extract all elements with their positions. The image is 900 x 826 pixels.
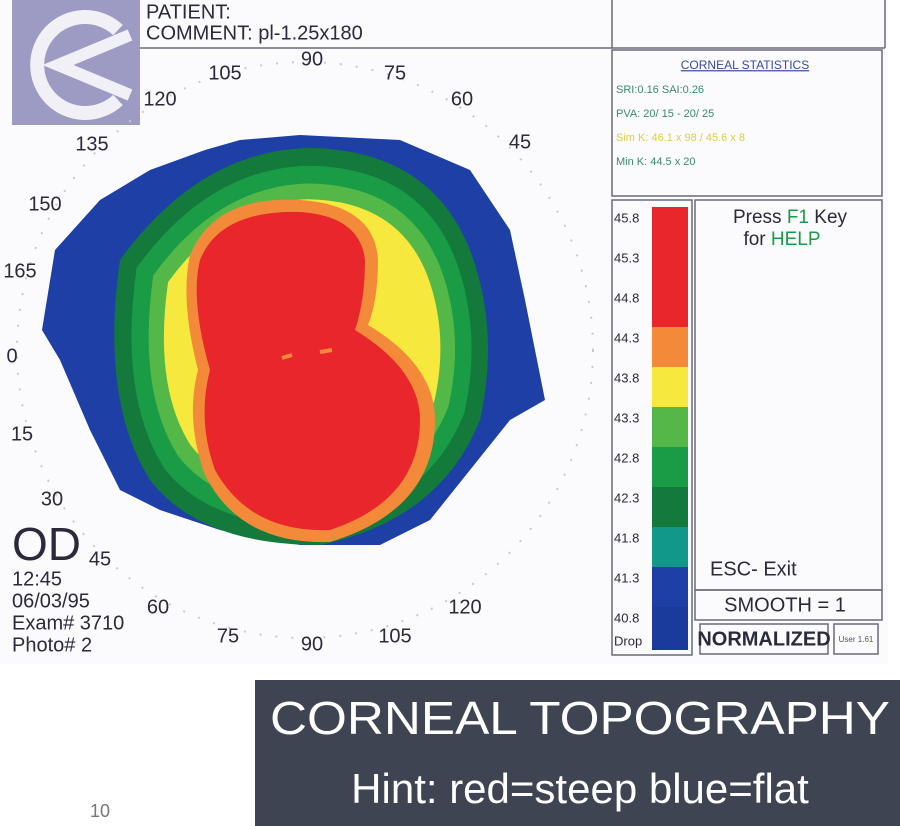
angle-label: 90	[301, 633, 323, 655]
angle-label: 150	[28, 193, 61, 215]
statistics-lines: SRI:0.16 SAI:0.26 PVA: 20/ 15 - 20/ 25 Sim…	[616, 84, 745, 168]
scale-band	[652, 527, 688, 567]
color-scale: 45.8 45.3 44.8 44.3 43.8 43.3 42.8 42.3 41.8 41.3…	[614, 207, 688, 650]
page-number: 10	[90, 801, 110, 821]
angle-label: 60	[451, 88, 473, 110]
help-line-1: Press F1 Key	[733, 207, 848, 228]
angle-label: 120	[448, 596, 481, 618]
statistics-line: Sim K: 46.1 x 98 / 45.6 x 8	[616, 132, 745, 144]
help-line-2: for HELP	[743, 229, 820, 250]
patient: PATIENT:	[146, 1, 231, 23]
caption-title: CORNEAL TOPOGRAPHY	[270, 692, 890, 744]
angle-label: 75	[217, 625, 239, 647]
logo-arrow	[42, 29, 133, 101]
exam-number: Exam# 3710	[12, 612, 124, 634]
scale-label: 42.8	[614, 450, 639, 465]
statistics-line: Min K: 44.5 x 20	[616, 156, 696, 168]
scale-band	[652, 487, 688, 527]
angle-label: 90	[301, 48, 323, 70]
help-key-suffix: Key	[809, 207, 848, 228]
scale-band	[652, 367, 688, 407]
exam-time: 12:45	[12, 568, 62, 590]
scale-label: 40.8	[614, 610, 639, 625]
smooth: SMOOTH = 1	[724, 594, 846, 616]
eye: OD	[12, 518, 81, 570]
scale-band	[652, 327, 688, 367]
help-press: Press	[733, 207, 787, 228]
smooth-box	[694, 589, 883, 621]
angle-labels: 105 90 75 120 60 135 45 150 165 0 15 30 45 60 75 90 105 1…	[3, 48, 531, 655]
scale-label: 45.8	[614, 210, 639, 225]
angle-label: 60	[147, 596, 169, 618]
exam-date: 06/03/95	[12, 590, 90, 612]
scale-drop: Drop	[614, 633, 642, 648]
exit-hint: ESC- Exit	[710, 558, 797, 580]
photo-number: Photo# 2	[12, 634, 92, 656]
statistics-panel	[611, 49, 883, 197]
scale-band	[652, 287, 688, 327]
help-for: for	[743, 229, 770, 250]
comment: COMMENT: pl-1.25x180	[146, 22, 363, 44]
statistics-line: SRI:0.16 SAI:0.26	[616, 84, 704, 96]
statistics-title: CORNEAL STATISTICS	[681, 58, 809, 72]
normalized: NORMALIZED	[697, 628, 830, 650]
angle-label: 30	[41, 488, 63, 510]
scale-label: 44.8	[614, 290, 639, 305]
angle-label: 105	[208, 62, 241, 84]
angle-label: 135	[75, 133, 108, 155]
help-help: HELP	[771, 229, 821, 250]
scale-panel	[611, 199, 693, 656]
scale-label: 43.8	[614, 370, 639, 385]
scale-label: 44.3	[614, 330, 639, 345]
user-box	[833, 623, 879, 655]
angle-label: 120	[143, 88, 176, 110]
user: User 1.61	[839, 635, 874, 644]
statistics-line: PVA: 20/ 15 - 20/ 25	[616, 108, 714, 120]
header-frame	[140, 0, 886, 49]
scale-band	[652, 247, 688, 287]
caption-hint: Hint: red=steep blue=flat	[351, 765, 809, 812]
scale-label: 43.3	[614, 410, 639, 425]
scale-label: 41.3	[614, 570, 639, 585]
angle-label: 75	[384, 62, 406, 84]
scale-band	[652, 407, 688, 447]
scale-band	[652, 567, 688, 607]
angle-label: 0	[6, 345, 17, 367]
help-key: F1	[787, 207, 809, 228]
normalized-box	[699, 623, 829, 655]
scale-band	[652, 607, 688, 650]
angle-label: 105	[378, 625, 411, 647]
center-marks	[281, 348, 333, 360]
scale-label: 45.3	[614, 250, 639, 265]
logo-c	[30, 10, 123, 120]
caption-box	[255, 680, 900, 826]
angle-ring	[16, 61, 594, 639]
scale-band	[652, 447, 688, 487]
scale-label: 42.3	[614, 490, 639, 505]
angle-label: 45	[89, 548, 111, 570]
scale-label: 41.8	[614, 530, 639, 545]
zone-red	[196, 211, 420, 531]
angle-label: 15	[11, 423, 33, 445]
angle-label: 165	[3, 260, 36, 282]
scale-band	[652, 207, 688, 247]
angle-label: 45	[509, 131, 531, 153]
